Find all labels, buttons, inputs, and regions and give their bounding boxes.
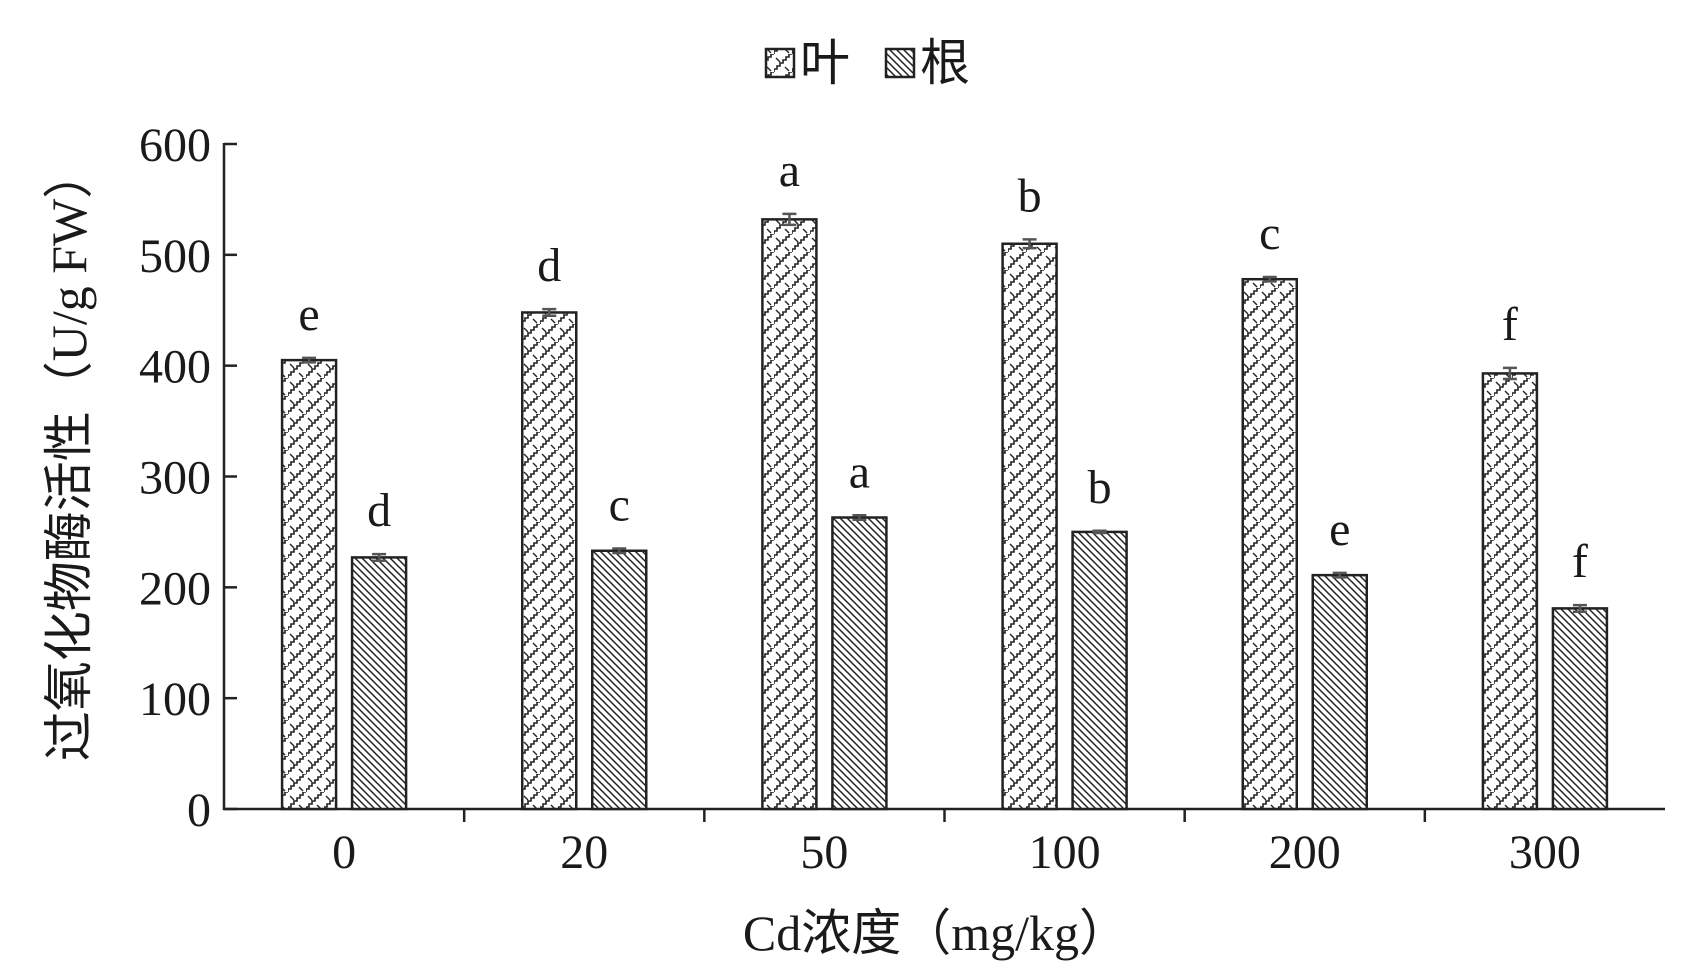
- error-bar-root-2: [852, 514, 867, 521]
- legend: 叶 根: [764, 35, 970, 91]
- legend-swatch-root: [884, 47, 916, 79]
- error-bar-leaf-5: [1502, 366, 1517, 381]
- x-tick-label: 300: [1509, 826, 1581, 879]
- bar-root-0: [350, 556, 408, 811]
- significance-letter-leaf-4: c: [1259, 207, 1280, 260]
- significance-letter-root-4: e: [1329, 503, 1350, 556]
- significance-letter-leaf-0: e: [298, 288, 319, 341]
- error-bar-leaf-1: [542, 307, 557, 318]
- error-bar-root-3: [1092, 529, 1107, 535]
- error-bar-root-0: [372, 552, 387, 562]
- significance-letter-root-2: a: [849, 445, 870, 498]
- bar-leaf-2: [761, 218, 818, 811]
- bar-leaf-3: [1001, 242, 1058, 811]
- error-bar-leaf-4: [1262, 275, 1277, 283]
- y-tick-label: 200: [139, 562, 211, 615]
- bar-root-1: [591, 549, 648, 811]
- bar-leaf-5: [1481, 372, 1539, 811]
- significance-letter-root-1: c: [609, 479, 630, 532]
- significance-letter-leaf-1: d: [537, 239, 561, 292]
- x-tick-label: 200: [1269, 826, 1341, 879]
- bar-root-3: [1071, 530, 1128, 811]
- error-bar-leaf-0: [302, 356, 317, 364]
- legend-label-root: 根: [920, 35, 970, 91]
- x-tick-label: 100: [1029, 826, 1101, 879]
- significance-letter-leaf-5: f: [1502, 298, 1518, 351]
- significance-letter-root-0: d: [367, 484, 391, 537]
- bar-leaf-1: [521, 311, 578, 811]
- significance-letter-leaf-3: b: [1018, 169, 1042, 222]
- significance-letter-root-5: f: [1572, 535, 1588, 588]
- bar-root-5: [1551, 607, 1609, 811]
- error-bar-root-1: [612, 547, 627, 555]
- bar-leaf-4: [1241, 277, 1298, 811]
- error-bar-root-5: [1572, 603, 1587, 613]
- significance-letter-leaf-2: a: [779, 144, 800, 197]
- bar-root-4: [1311, 573, 1368, 811]
- y-tick-label: 400: [139, 341, 211, 394]
- legend-swatch-leaf: [764, 47, 796, 79]
- error-bar-leaf-3: [1022, 238, 1037, 250]
- legend-label-leaf: 叶: [800, 35, 850, 91]
- significance-letter-root-3: b: [1088, 461, 1112, 514]
- y-tick-label: 100: [139, 673, 211, 726]
- x-tick-label: 0: [332, 826, 356, 879]
- x-axis-title: Cd浓度（mg/kg）: [743, 905, 1129, 961]
- error-bar-leaf-2: [782, 212, 797, 227]
- bar-root-2: [831, 516, 888, 811]
- plot-area: 0 100 200 300 400 500 600 0 20 50 100 200 300 e d a b c f d…: [139, 119, 1665, 879]
- y-tick-label: 500: [139, 230, 211, 283]
- x-tick-label: 50: [800, 826, 848, 879]
- bar-leaf-0: [280, 358, 338, 811]
- y-axis-title: 过氧化物酶活性（U/g FW）: [41, 149, 97, 762]
- x-tick-label: 20: [560, 826, 608, 879]
- y-tick-label: 0: [187, 784, 211, 837]
- y-tick-label: 300: [139, 452, 211, 505]
- y-tick-label: 600: [139, 119, 211, 172]
- error-bar-root-4: [1332, 571, 1347, 579]
